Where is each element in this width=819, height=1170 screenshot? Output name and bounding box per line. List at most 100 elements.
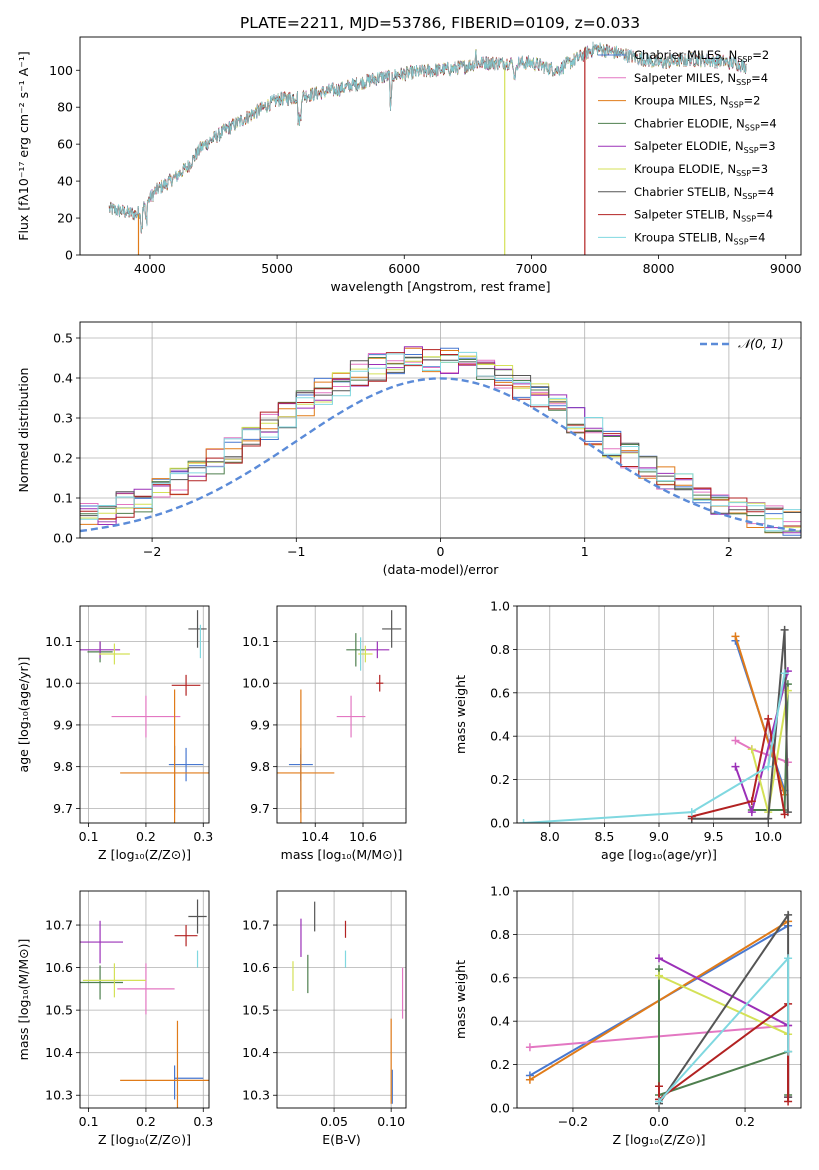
weight-marker <box>764 762 773 771</box>
y-tick-label: 9.9 <box>53 717 73 732</box>
y-tick-label: 0.2 <box>490 1057 510 1072</box>
axes-frame <box>516 890 802 1109</box>
y-tick-label: 9.9 <box>250 717 270 732</box>
x-tick-label: 9000 <box>770 261 802 276</box>
weight-marker <box>784 954 793 963</box>
histogram-salpeter-stelib <box>80 349 801 538</box>
x-tick-label: 10.0 <box>754 829 782 844</box>
panel-spectrum: 4000 5000 6000 7000 8000 9000 0 20 40 60 80 100 wave… <box>16 36 802 294</box>
y-tick-label: 10.5 <box>242 1003 270 1018</box>
legend-entry: Kroupa STELIB, NSSP=4 <box>634 230 765 246</box>
errorbar-point <box>80 965 123 1000</box>
panel-age-vs-mass: 10.4 10.6 9.7 9.8 9.9 10.0 10.1 mass [log₁₀(M/M… <box>242 605 407 862</box>
y-tick-label: 10.4 <box>45 1045 73 1060</box>
weight-marker <box>519 819 528 823</box>
weight-marker <box>655 954 663 963</box>
x-axis-label: Z [log₁₀(Z/Z⊙)] <box>98 1132 191 1147</box>
y-tick-label: 0.2 <box>490 772 510 787</box>
y-tick-label: 0.8 <box>490 642 510 657</box>
legend-entry: Chabrier ELODIE, NSSP=4 <box>634 116 777 132</box>
y-tick-label: 0.3 <box>53 411 73 426</box>
x-tick-label: 0.05 <box>320 1114 348 1129</box>
y-tick-label: 1.0 <box>490 599 510 614</box>
panel-mass-vs-EBV: 0.05 0.10 10.3 10.4 10.5 10.6 10.7 E(B-V) <box>242 890 407 1147</box>
x-axis-label: wavelength [Angstrom, rest frame] <box>330 279 550 294</box>
y-tick-label: 0.0 <box>53 531 73 546</box>
y-tick-label: 10.5 <box>45 1003 73 1018</box>
x-tick-label: 0.3 <box>193 829 213 844</box>
histogram-chabrier-elodie <box>80 354 801 538</box>
normal-curve <box>80 377 801 533</box>
x-tick-label: 5000 <box>261 261 293 276</box>
errorbar-point <box>98 643 130 665</box>
errorbars <box>292 901 404 1104</box>
axes-frame <box>276 605 407 824</box>
legend-entry: Chabrier MILES, NSSP=2 <box>634 48 769 64</box>
y-tick-label: 20 <box>57 211 73 226</box>
legend-entry: Kroupa ELODIE, NSSP=3 <box>634 162 768 178</box>
y-tick-label: 10.7 <box>242 918 270 933</box>
x-tick-label: −1 <box>287 544 305 559</box>
y-tick-label: 9.7 <box>53 801 73 816</box>
y-axis-label: Flux [fλ10⁻¹⁷ erg cm⁻² s⁻¹ A⁻¹] <box>16 51 31 240</box>
axes-frame <box>79 321 802 539</box>
x-tick-label: 0.3 <box>193 1114 213 1129</box>
legend-entry: Chabrier STELIB, NSSP=4 <box>634 185 774 201</box>
errorbar-point <box>82 963 146 998</box>
y-tick-label: 10.0 <box>242 676 270 691</box>
x-tick-label: 10.4 <box>301 829 329 844</box>
y-tick-label: 0 <box>65 248 73 263</box>
x-tick-label: 9.5 <box>704 829 724 844</box>
errorbar-point <box>365 641 390 659</box>
weight-marker <box>731 762 740 771</box>
legend-entry: Salpeter STELIB, NSSP=4 <box>634 208 773 224</box>
x-tick-label: 1 <box>581 544 589 559</box>
spectrum-lines <box>108 41 747 255</box>
y-tick-label: 10.1 <box>45 634 73 649</box>
weight-marker <box>655 971 663 980</box>
y-tick-label: 0.1 <box>53 491 73 506</box>
weight-line-kroupa-stelib <box>523 673 786 823</box>
legend-entry: Salpeter ELODIE, NSSP=3 <box>634 139 776 155</box>
panel-weight-vs-age: 8.0 8.5 9.0 9.5 10.0 0.0 0.2 0.4 0.6 0.8 1.0 age [l… <box>453 599 802 862</box>
legend-entry: Salpeter MILES, NSSP=4 <box>634 71 768 87</box>
errorbar-point <box>188 610 207 648</box>
x-tick-label: 2 <box>725 544 733 559</box>
figure-title: PLATE=2211, MJD=53786, FIBERID=0109, z=0… <box>240 14 640 32</box>
histogram-kroupa-stelib <box>80 351 801 538</box>
y-tick-label: 40 <box>57 174 73 189</box>
legend-entry: 𝒩(0, 1) <box>738 336 784 351</box>
legend-entry: Kroupa MILES, NSSP=2 <box>634 94 760 110</box>
x-tick-label: −2 <box>143 544 161 559</box>
errorbars <box>277 610 402 823</box>
y-axis-label: Normed distribution <box>16 368 31 493</box>
y-tick-label: 10.3 <box>242 1088 270 1103</box>
y-tick-label: 0.5 <box>53 331 73 346</box>
x-tick-label: 0.1 <box>79 1114 99 1129</box>
x-tick-label: 4000 <box>134 261 166 276</box>
y-axis-label: mass [log₁₀(M/M⊙)] <box>16 939 31 1061</box>
weight-marker <box>525 1043 534 1052</box>
weight-marker <box>655 1097 663 1106</box>
x-tick-label: 8.0 <box>540 829 560 844</box>
y-tick-label: 0.6 <box>490 970 510 985</box>
x-tick-label: 0.2 <box>136 1114 156 1129</box>
weight-marker <box>764 714 773 723</box>
errorbar-point <box>376 674 384 692</box>
y-tick-label: 0.4 <box>53 371 73 386</box>
errorbars <box>80 899 209 1108</box>
errorbars <box>80 610 209 823</box>
weight-lines <box>525 910 793 1108</box>
y-tick-label: 0.8 <box>490 927 510 942</box>
weight-marker <box>747 808 756 817</box>
y-tick-label: 10.6 <box>45 960 73 975</box>
y-tick-label: 10.7 <box>45 918 73 933</box>
x-tick-label: −0.2 <box>558 1114 588 1129</box>
y-tick-label: 100 <box>49 63 73 78</box>
x-axis-label: Z [log₁₀(Z/Z⊙)] <box>98 847 191 862</box>
x-tick-label: 6000 <box>388 261 420 276</box>
y-tick-label: 0.0 <box>490 1101 510 1116</box>
x-tick-label: 0.2 <box>735 1114 755 1129</box>
weight-lines <box>519 625 792 823</box>
